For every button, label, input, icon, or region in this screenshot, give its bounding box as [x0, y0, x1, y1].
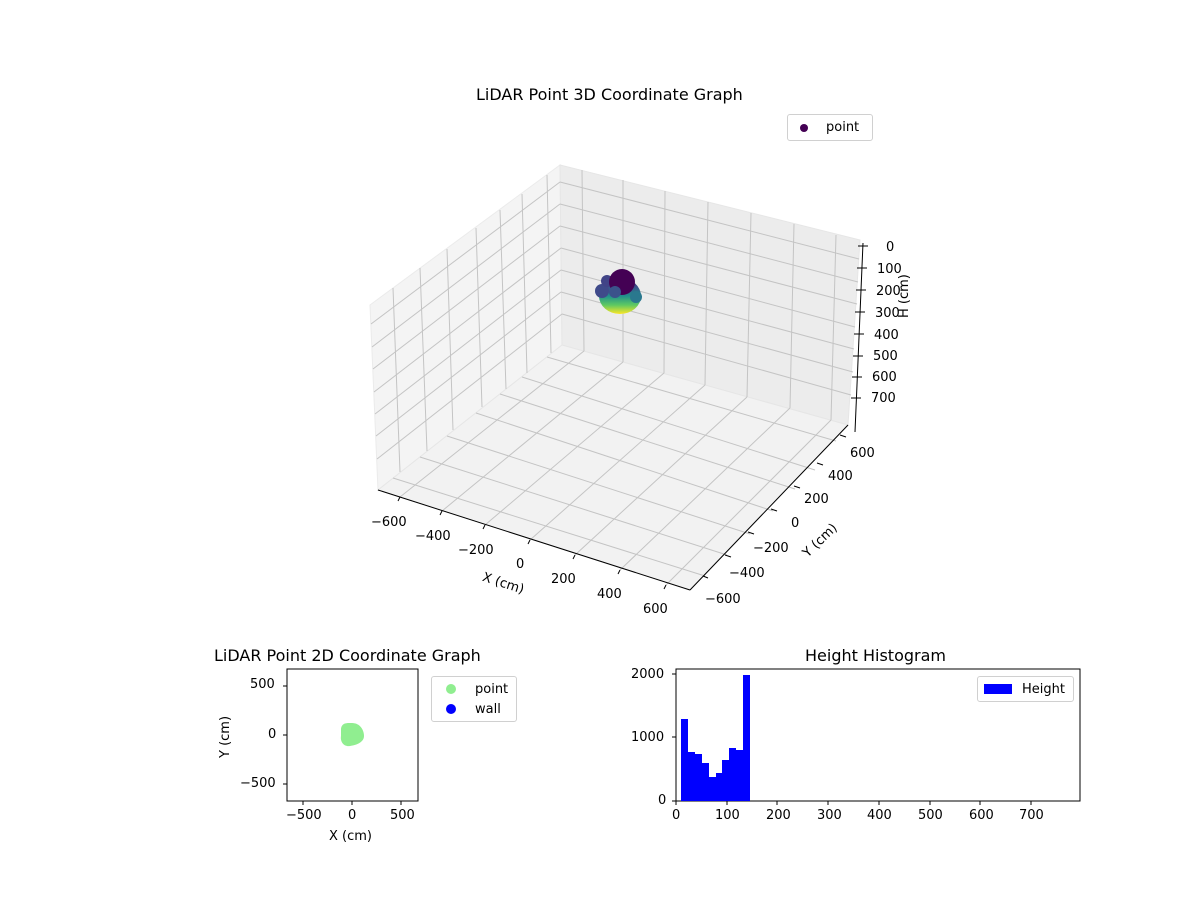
y-axis-line: [689, 424, 849, 591]
plot-2d-y-tick: 500: [250, 677, 275, 692]
histogram-title: Height Histogram: [805, 646, 946, 665]
y-tick: 600: [850, 446, 875, 461]
histogram-x-tick: 200: [766, 808, 791, 823]
point-cluster-2d: [340, 722, 364, 747]
histogram-bar: [709, 777, 716, 801]
z-tick: 600: [872, 370, 897, 385]
histogram-x-tick: 100: [715, 808, 740, 823]
z-tick: 300: [875, 306, 900, 321]
plot-2d-ticks: [283, 685, 402, 805]
histogram-ticks: [672, 673, 1032, 805]
histogram-bar: [681, 719, 688, 801]
x-tick: 200: [551, 572, 576, 587]
x-tick: 400: [597, 587, 622, 602]
y-ticks: [702, 434, 847, 579]
x-tick: 0: [516, 557, 525, 572]
z-tick: 400: [874, 328, 899, 343]
x-tick: −600: [371, 515, 407, 530]
legend-height-swatch-icon: [984, 684, 1012, 694]
plot-2d-y-tick: 0: [268, 727, 277, 742]
histogram-bars: [681, 675, 750, 801]
y-tick: 200: [804, 492, 829, 507]
plot-3d-title: LiDAR Point 3D Coordinate Graph: [476, 85, 743, 104]
histogram-x-tick: 400: [867, 808, 892, 823]
plot-2d-title: LiDAR Point 2D Coordinate Graph: [214, 646, 481, 665]
histogram-x-tick: 700: [1019, 808, 1044, 823]
z-tick: 100: [877, 262, 902, 277]
y-tick: −200: [753, 541, 789, 556]
axis-lines: [377, 242, 864, 591]
histogram-x-tick: 0: [672, 808, 681, 823]
histogram-bar: [716, 773, 722, 801]
histogram-bar: [729, 748, 736, 801]
grid-lines: [370, 169, 860, 586]
histogram-bar: [688, 752, 695, 801]
legend-point-marker-icon: [446, 684, 456, 694]
plot-2d-x-tick: −500: [286, 808, 322, 823]
plot-2d-x-tick: 500: [390, 808, 415, 823]
x-ticks: [397, 496, 667, 590]
legend-wall-label: wall: [475, 701, 501, 717]
plot-2d-x-label: X (cm): [329, 829, 372, 844]
histogram-bar: [702, 763, 709, 801]
histogram-x-tick: 600: [969, 808, 994, 823]
x-tick: −400: [415, 529, 451, 544]
histogram-y-tick: 0: [658, 793, 667, 808]
z-axis-line: [854, 242, 864, 433]
histogram-bar: [743, 675, 750, 801]
histogram-y-tick: 1000: [631, 730, 665, 745]
legend-point-label: point: [475, 681, 509, 697]
legend-2d: point wall: [431, 676, 517, 722]
y-tick: −600: [705, 592, 741, 607]
x-tick: 600: [643, 602, 668, 617]
legend-wall-marker-icon: [446, 704, 456, 714]
plot-2d-x-tick: 0: [348, 808, 357, 823]
histogram-x-tick: 300: [817, 808, 842, 823]
z-tick: 200: [876, 284, 901, 299]
legend-height-label: Height: [1022, 681, 1065, 697]
z-tick: 700: [871, 391, 896, 406]
legend-point-marker-icon: [800, 123, 808, 132]
point-cluster-3d: [595, 269, 642, 314]
histogram-x-tick: 500: [918, 808, 943, 823]
z-tick: 0: [886, 240, 895, 255]
y-tick: 0: [791, 516, 800, 531]
histogram-bar: [695, 754, 702, 801]
legend-point-label: point: [826, 120, 860, 135]
z-ticks: [851, 245, 868, 399]
histogram-y-tick: 2000: [631, 667, 665, 682]
histogram-bar: [722, 760, 729, 801]
x-axis-line: [377, 489, 691, 591]
histogram-bar: [736, 750, 743, 801]
x-tick: −200: [458, 543, 494, 558]
y-tick: 400: [828, 469, 853, 484]
plot-2d-y-tick: −500: [240, 776, 276, 791]
histogram-legend: Height: [977, 676, 1074, 702]
z-tick: 500: [873, 349, 898, 364]
y-tick: −400: [729, 566, 765, 581]
legend-3d: point: [787, 114, 873, 141]
